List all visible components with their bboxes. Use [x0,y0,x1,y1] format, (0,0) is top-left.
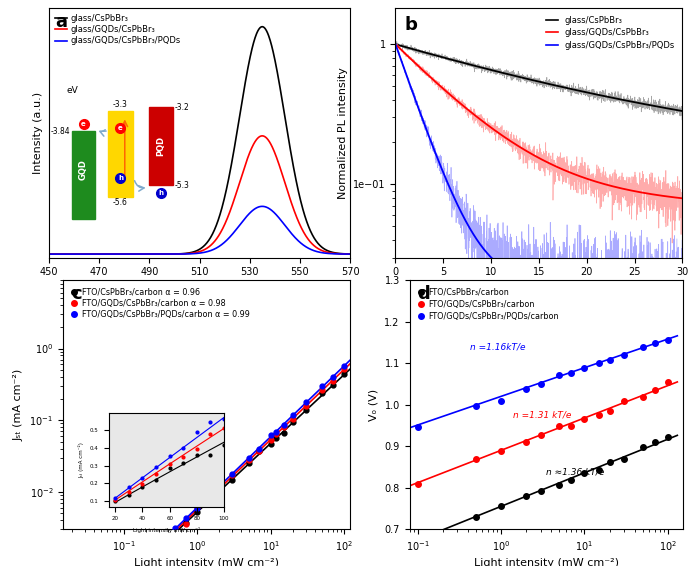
Y-axis label: Intensity (a.u.): Intensity (a.u.) [34,92,43,174]
Line: glass/GQDs/CsPbBr₃/PQDs: glass/GQDs/CsPbBr₃/PQDs [49,207,350,254]
glass/GQDs/CsPbBr₃ [274,157,282,164]
X-axis label: Light intensity mW cm⁻²: Light intensity mW cm⁻² [133,527,200,533]
Text: h: h [158,190,163,196]
X-axis label: Light intensity (mW cm⁻²): Light intensity (mW cm⁻²) [473,558,619,566]
Text: n =1.31 kT/e: n =1.31 kT/e [513,410,572,419]
glass/CsPbBr₃ [237,106,245,113]
glass/GQDs/CsPbBr₃ [346,251,354,258]
Line: glass/GQDs/CsPbBr₃: glass/GQDs/CsPbBr₃ [49,136,350,254]
glass/GQDs/CsPbBr₃/PQDs [346,251,354,258]
glass/CsPbBr₃ [346,251,354,258]
glass/GQDs/CsPbBr₃/PQDs [274,213,282,220]
Y-axis label: Normalized PL intensity: Normalized PL intensity [337,67,348,199]
Text: n =1.16kT/e: n =1.16kT/e [470,343,525,352]
glass/CsPbBr₃ [304,223,313,230]
Legend: glass/CsPbBr₃, glass/GQDs/CsPbBr₃, glass/GQDs/CsPbBr₃/PQDs: glass/CsPbBr₃, glass/GQDs/CsPbBr₃, glass… [53,12,183,47]
glass/CsPbBr₃ [274,71,282,78]
glass/GQDs/CsPbBr₃ [228,203,236,210]
Text: -3.3: -3.3 [113,100,128,109]
glass/GQDs/CsPbBr₃ [304,237,313,243]
glass/GQDs/CsPbBr₃ [45,251,53,258]
glass/GQDs/CsPbBr₃/PQDs [220,239,228,246]
glass/CsPbBr₃ [45,251,53,258]
glass/GQDs/CsPbBr₃/PQDs [237,220,245,227]
Text: PQD: PQD [156,136,165,156]
Legend: FTO/CsPbBr₃/carbon α = 0.96, FTO/GQDs/CsPbBr₃/carbon α = 0.98, FTO/GQDs/CsPbBr₃/: FTO/CsPbBr₃/carbon α = 0.96, FTO/GQDs/Cs… [67,284,253,323]
Bar [72,131,95,219]
Text: c: c [71,285,82,303]
glass/GQDs/CsPbBr₃/PQDs [228,231,236,238]
Text: -3.2: -3.2 [174,103,189,112]
glass/GQDs/CsPbBr₃ [220,223,228,230]
glass/CsPbBr₃ [63,251,71,258]
X-axis label: Light intensity (mW cm⁻²): Light intensity (mW cm⁻²) [134,558,279,566]
glass/GQDs/CsPbBr₃ [63,251,71,258]
glass/GQDs/CsPbBr₃ [237,175,245,182]
Y-axis label: Vₒ⁣ (V): Vₒ⁣ (V) [369,389,379,421]
X-axis label: Time (ns): Time (ns) [513,283,565,293]
Legend: FTO/CsPbBr₃/carbon, FTO/GQDs/CsPbBr₃/carbon, FTO/GQDs/CsPbBr₃/PQDs/carbon: FTO/CsPbBr₃/carbon, FTO/GQDs/CsPbBr₃/car… [414,284,561,324]
Text: h: h [118,175,123,181]
Bar [108,111,133,196]
glass/CsPbBr₃ [220,197,228,204]
X-axis label: Wavelength (nm): Wavelength (nm) [151,283,248,293]
glass/GQDs/CsPbBr₃/PQDs [63,251,71,258]
glass/CsPbBr₃ [258,23,267,30]
Y-axis label: Jₛₜ (mA cm⁻²): Jₛₜ (mA cm⁻²) [78,442,85,478]
Text: e: e [81,121,86,127]
Text: -5.3: -5.3 [174,181,189,190]
Line: glass/CsPbBr₃: glass/CsPbBr₃ [49,27,350,254]
glass/GQDs/CsPbBr₃/PQDs [304,245,313,252]
Text: d: d [418,285,430,303]
Text: a: a [55,14,67,32]
Legend: glass/CsPbBr₃, glass/GQDs/CsPbBr₃, glass/GQDs/CsPbBr₃/PQDs: glass/CsPbBr₃, glass/GQDs/CsPbBr₃, glass… [542,12,678,53]
Text: eV: eV [66,86,78,95]
glass/GQDs/CsPbBr₃ [258,132,267,139]
Bar [149,107,173,186]
Text: e: e [118,125,122,131]
Text: n ≈1.36 kT/e: n ≈1.36 kT/e [546,468,604,477]
Text: b: b [404,16,417,34]
Text: -5.6: -5.6 [113,199,128,208]
glass/CsPbBr₃ [228,160,236,166]
Y-axis label: Jₛₜ (mA cm⁻²): Jₛₜ (mA cm⁻²) [14,368,24,441]
glass/GQDs/CsPbBr₃/PQDs [258,203,267,210]
Text: GQD: GQD [79,159,88,180]
Text: -3.84: -3.84 [50,127,70,136]
glass/GQDs/CsPbBr₃/PQDs [45,251,53,258]
